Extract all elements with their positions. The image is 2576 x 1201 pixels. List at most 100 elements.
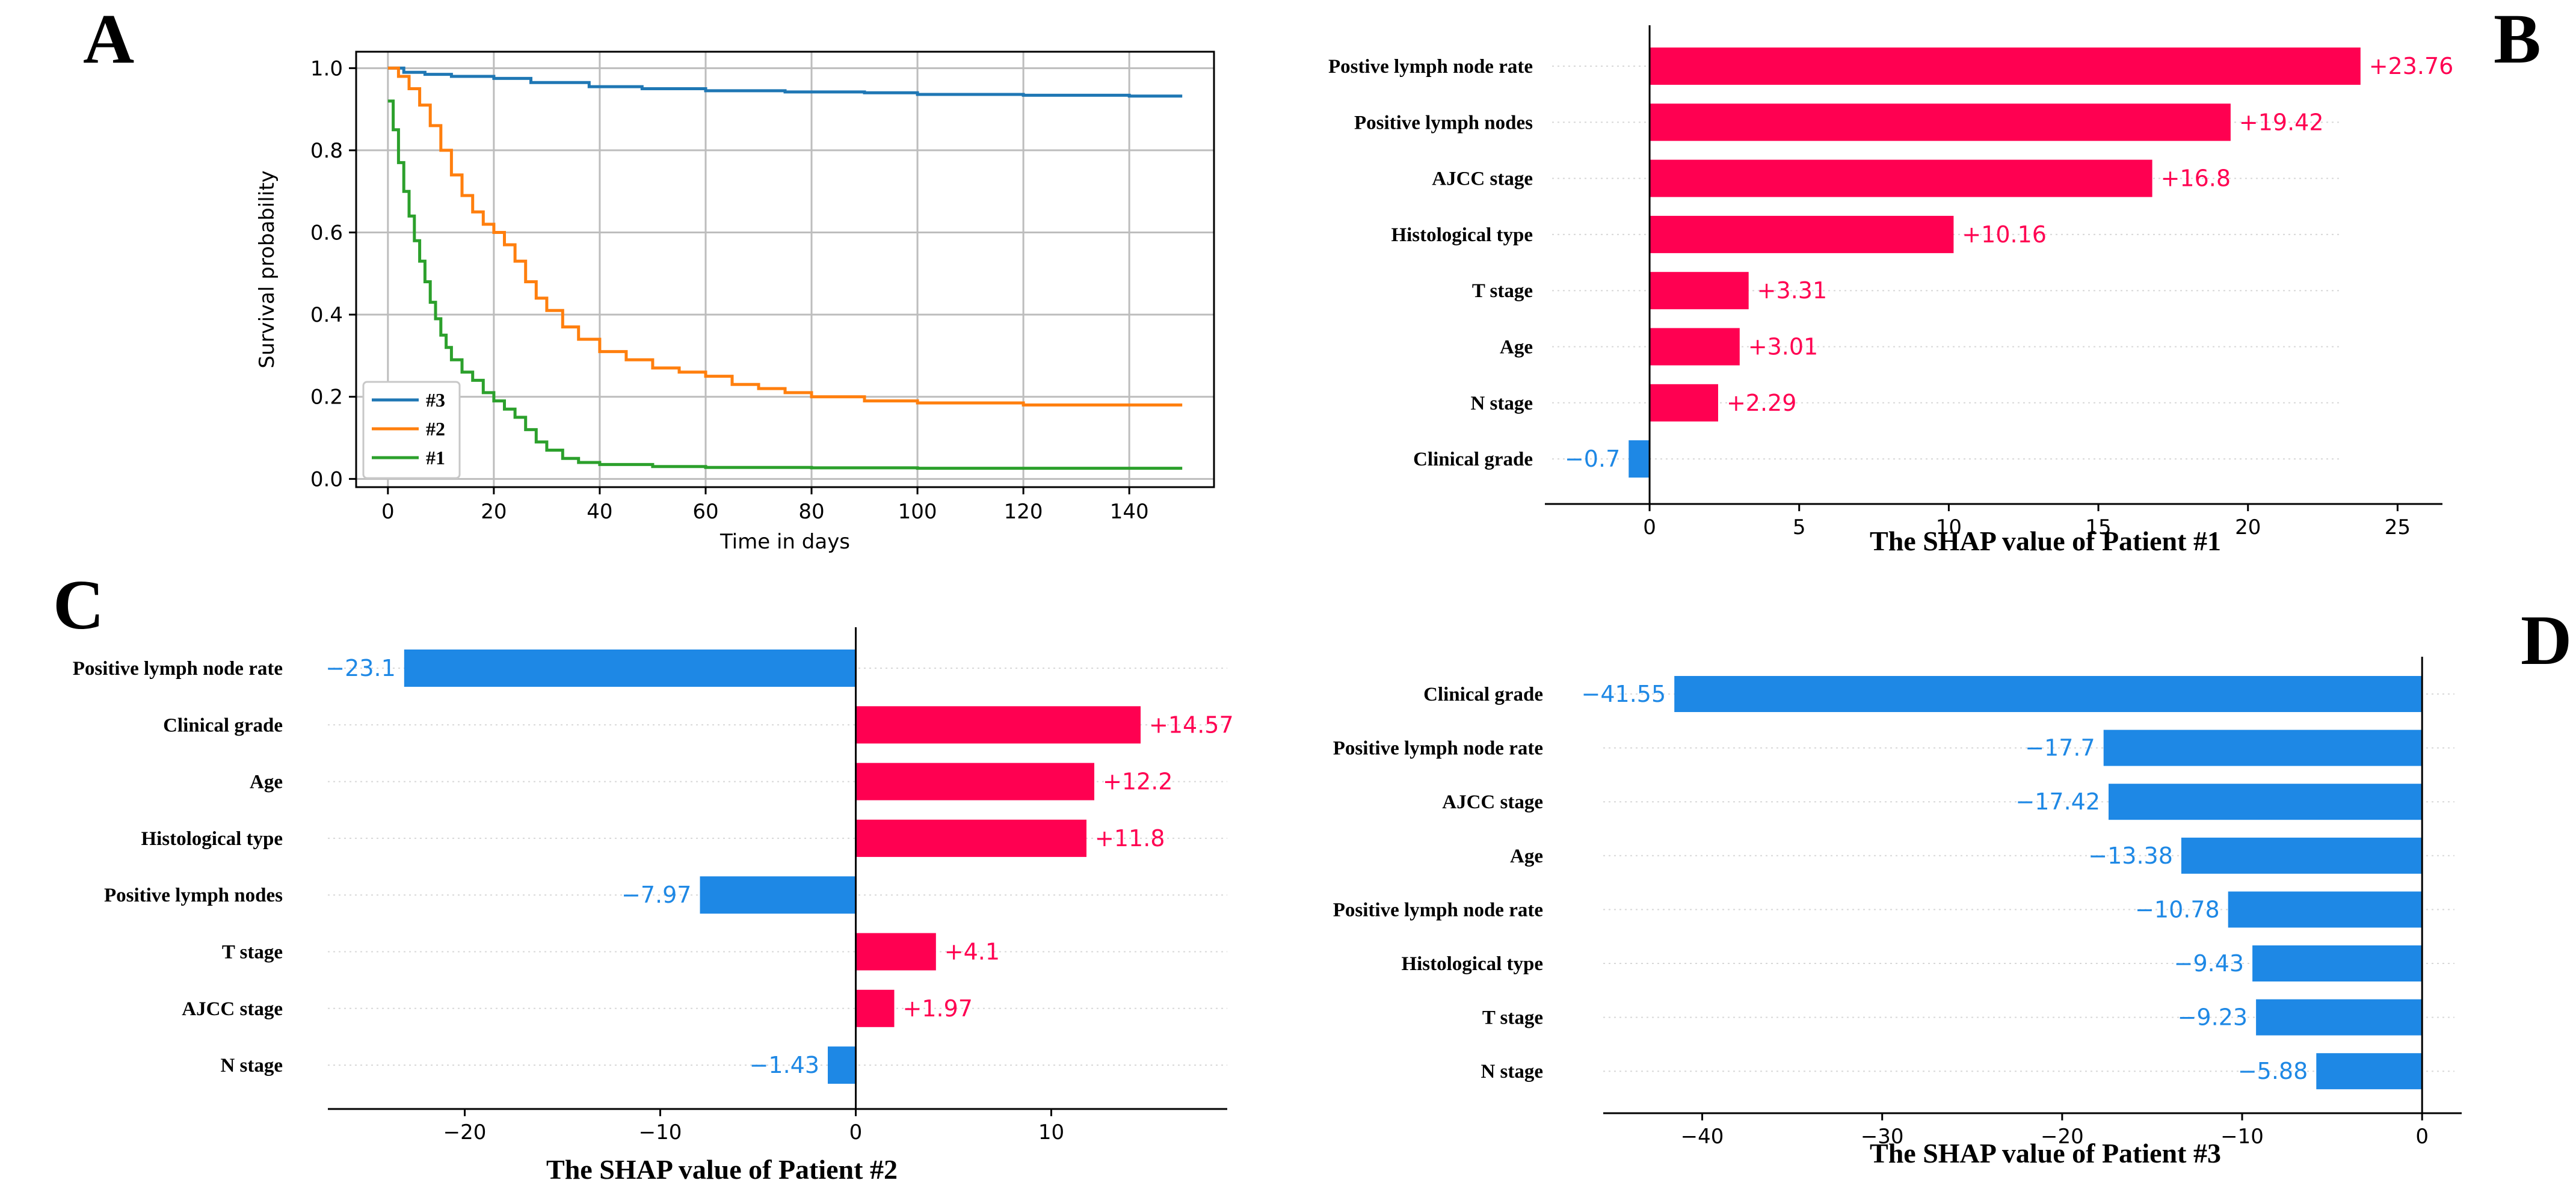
x-tick-label: 140 [1110,500,1149,524]
bar-value-label: −1.43 [750,1052,819,1078]
bar-value-label: +3.01 [1748,334,1818,360]
bar-value-label: +1.97 [903,995,973,1022]
shap-bar [2181,837,2423,874]
legend-label: #1 [426,447,445,468]
feature-label: N stage [1470,393,1533,414]
plot-frame [355,51,1215,488]
bar-value-label: −9.43 [2174,950,2244,977]
x-tick-label: 5 [1793,515,1806,539]
feature-label: Positive lymph node rate [1333,738,1543,760]
shap-chart-patient-1: +23.76 Postive lymph node rate +19.42 Posit… [1328,25,2453,556]
x-tick-label: 120 [1004,500,1043,524]
x-axis-title: The SHAP value of Patient #2 [546,1154,898,1185]
panel-letter-a: A [83,0,134,78]
x-tick-label: 20 [481,500,507,524]
bar-value-label: −0.7 [1565,446,1620,472]
shap-bar [2103,730,2423,766]
bar-value-label: +12.2 [1103,769,1172,795]
bar-value-label: −9.23 [2178,1004,2248,1031]
x-tick-label: 10 [1038,1120,1064,1144]
bar-value-label: −17.42 [2015,788,2100,815]
x-tick-label: 25 [2385,515,2411,539]
y-tick-label: 0.6 [310,221,343,245]
shap-bar [855,763,1094,800]
feature-label: Clinical grade [163,714,283,736]
shap-bar [2228,891,2423,928]
panel-letter-c: C [53,565,104,644]
y-tick-label: 1.0 [310,57,343,81]
shap-bar [855,706,1141,744]
shap-bar [1650,48,2361,85]
bar-value-label: +23.76 [2369,53,2454,79]
shap-bar [404,650,856,687]
feature-label: Positive lymph nodes [104,885,283,906]
feature-label: Positive lymph nodes [1354,112,1533,134]
bar-value-label: −41.55 [1582,681,1666,707]
feature-label: Histological type [1401,953,1543,975]
survival-chart: 0 20 40 60 80 100 120 140 0.0 0.2 0.4 0.6 0.8 1.0 Time… [255,51,1215,554]
bar-value-label: −5.88 [2238,1058,2308,1084]
legend-label: #2 [426,418,445,440]
x-tick-label: 60 [692,500,718,524]
feature-label: AJCC stage [182,998,283,1020]
feature-label: T stage [1482,1007,1543,1029]
shap-bar [2256,999,2423,1036]
bar-value-label: −10.78 [2135,896,2220,923]
shap-bar [2252,945,2423,981]
feature-label: Clinical grade [1413,449,1533,470]
shap-bar [1650,215,1954,253]
feature-label: Histological type [1391,224,1533,246]
y-tick-label: 0.0 [310,467,343,491]
bar-value-label: +11.8 [1095,825,1165,852]
feature-label: Age [1510,846,1543,867]
shap-bar [1650,384,1718,422]
feature-label: Postive lymph node rate [1328,56,1533,78]
y-tick-label: 0.2 [310,385,343,410]
bar-value-label: −13.38 [2088,843,2173,869]
bar-value-label: +10.16 [1962,221,2047,248]
y-tick-label: 0.8 [310,139,343,163]
x-axis-title: The SHAP value of Patient #3 [1870,1138,2221,1169]
y-axis-title: Survival probability [255,170,279,368]
x-tick-label: 40 [587,500,612,524]
feature-label: N stage [1481,1061,1543,1083]
shap-bar [855,933,936,971]
survival-line-patient-3 [387,66,1183,98]
x-tick-label: −20 [443,1120,487,1144]
x-tick-label: −20 [2041,1125,2084,1149]
panel-letter-d: D [2521,601,2572,680]
shap-bar [2109,784,2423,820]
y-tick-label: 0.4 [310,303,343,327]
bar-value-label: +19.42 [2239,109,2324,135]
shap-bar [828,1046,856,1084]
shap-bar [1650,159,2152,197]
feature-label: Age [250,772,283,793]
shap-bar [1650,103,2231,141]
shap-bar [855,819,1086,857]
shap-bar [855,989,895,1027]
feature-label: Positive lymph node rate [73,658,283,680]
x-tick-label: 20 [2235,515,2261,539]
shap-bar [700,876,856,914]
survival-line-patient-2 [387,66,1183,407]
x-tick-label: 0 [1643,515,1656,539]
shap-bar [2316,1053,2423,1090]
legend-label: #3 [426,389,445,411]
bar-value-label: +3.31 [1757,277,1827,304]
shap-chart-patient-3: −41.55 Clinical grade −17.7 Positive lymph … [1333,657,2462,1169]
feature-label: Clinical grade [1423,684,1543,705]
shap-chart-patient-2: −23.1 Positive lymph node rate +14.57 Clini… [73,627,1234,1185]
feature-label: Positive lymph node rate [1333,899,1543,921]
x-tick-label: −30 [1861,1125,1904,1149]
feature-label: T stage [1472,280,1533,302]
x-tick-label: 100 [898,500,937,524]
feature-label: AJCC stage [1442,791,1543,813]
bar-value-label: −17.7 [2025,735,2095,761]
feature-label: Histological type [141,828,283,850]
bar-value-label: −7.97 [621,882,691,908]
x-tick-label: 80 [798,500,824,524]
bar-value-label: +14.57 [1149,711,1234,738]
x-axis-title: Time in days [719,530,850,554]
shap-bar [1628,440,1650,478]
